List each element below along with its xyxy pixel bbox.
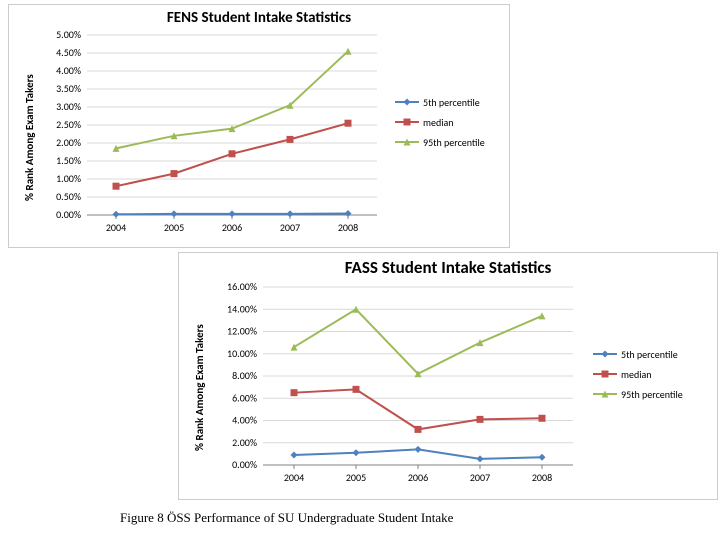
svg-text:2006: 2006 <box>222 221 242 234</box>
legend-item-5th: 5th percentile <box>395 95 485 109</box>
svg-text:2.50%: 2.50% <box>56 118 81 131</box>
svg-text:4.00%: 4.00% <box>56 64 81 77</box>
legend-label: median <box>423 116 454 129</box>
fass-chart-box: FASS Student Intake Statistics % Rank Am… <box>178 252 718 500</box>
svg-text:2005: 2005 <box>346 471 366 484</box>
svg-text:16.00%: 16.00% <box>227 280 257 293</box>
svg-text:3.50%: 3.50% <box>56 82 81 95</box>
figure-caption: Figure 8 ÖSS Performance of SU Undergrad… <box>120 510 453 526</box>
svg-text:4.00%: 4.00% <box>232 414 257 427</box>
svg-text:2004: 2004 <box>106 221 126 234</box>
svg-text:2007: 2007 <box>280 221 300 234</box>
svg-text:2.00%: 2.00% <box>56 136 81 149</box>
fens-legend: 5th percentile median 95th percentile <box>395 95 485 155</box>
svg-text:0.50%: 0.50% <box>56 190 81 203</box>
svg-text:1.00%: 1.00% <box>56 172 81 185</box>
svg-text:0.00%: 0.00% <box>232 458 257 471</box>
legend-item-95th: 95th percentile <box>593 387 683 401</box>
fens-chart-box: FENS Student Intake Statistics % Rank Am… <box>8 4 510 248</box>
legend-item-med: median <box>395 115 485 129</box>
legend-label: 95th percentile <box>423 136 485 149</box>
svg-text:1.50%: 1.50% <box>56 154 81 167</box>
svg-text:2008: 2008 <box>338 221 358 234</box>
svg-text:0.00%: 0.00% <box>56 208 81 221</box>
legend-label: 5th percentile <box>423 96 480 109</box>
legend-item-5th: 5th percentile <box>593 347 683 361</box>
svg-text:6.00%: 6.00% <box>232 391 257 404</box>
svg-text:3.00%: 3.00% <box>56 100 81 113</box>
svg-text:2004: 2004 <box>284 471 304 484</box>
legend-label: 5th percentile <box>621 348 678 361</box>
svg-text:5.00%: 5.00% <box>56 28 81 41</box>
svg-text:4.50%: 4.50% <box>56 46 81 59</box>
legend-item-med: median <box>593 367 683 381</box>
svg-text:8.00%: 8.00% <box>232 369 257 382</box>
legend-label: 95th percentile <box>621 388 683 401</box>
svg-text:2005: 2005 <box>164 221 184 234</box>
legend-item-95th: 95th percentile <box>395 135 485 149</box>
svg-text:2008: 2008 <box>532 471 552 484</box>
svg-text:2006: 2006 <box>408 471 428 484</box>
svg-text:14.00%: 14.00% <box>227 302 257 315</box>
svg-text:2007: 2007 <box>470 471 490 484</box>
svg-text:12.00%: 12.00% <box>227 325 257 338</box>
svg-text:10.00%: 10.00% <box>227 347 257 360</box>
legend-label: median <box>621 368 652 381</box>
fass-legend: 5th percentile median 95th percentile <box>593 347 683 407</box>
svg-text:2.00%: 2.00% <box>232 436 257 449</box>
